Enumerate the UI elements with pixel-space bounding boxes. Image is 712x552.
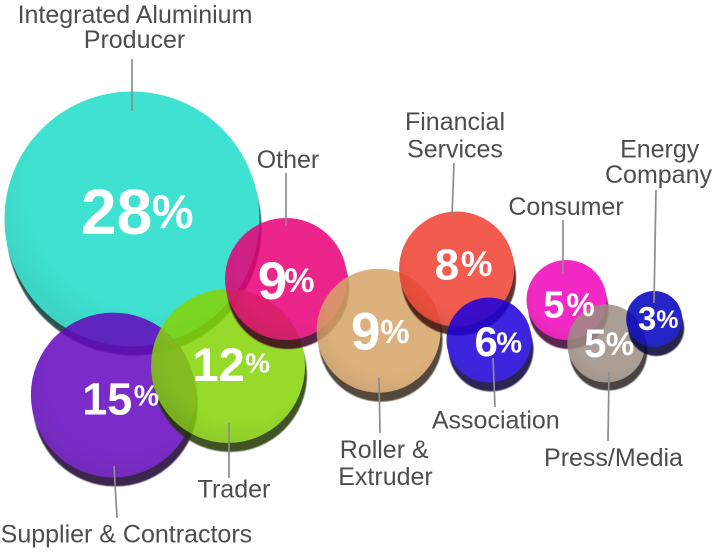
svg-text:%: % xyxy=(152,185,194,238)
svg-text:Consumer: Consumer xyxy=(508,193,623,221)
svg-text:%: % xyxy=(134,381,159,413)
svg-text:%: % xyxy=(380,313,409,350)
svg-text:Financial: Financial xyxy=(405,108,505,136)
svg-text:8: 8 xyxy=(435,241,459,290)
svg-text:Integrated Aluminium: Integrated Aluminium xyxy=(18,1,253,29)
svg-text:Company: Company xyxy=(605,161,712,189)
svg-text:12: 12 xyxy=(192,338,244,391)
svg-text:%: % xyxy=(606,326,634,362)
svg-text:%: % xyxy=(284,262,314,300)
svg-text:%: % xyxy=(461,244,493,284)
svg-text:Energy: Energy xyxy=(620,136,700,164)
svg-text:Trader: Trader xyxy=(198,475,271,503)
svg-text:Roller &: Roller & xyxy=(340,436,429,464)
svg-text:6: 6 xyxy=(475,318,498,365)
svg-text:Association: Association xyxy=(432,407,560,435)
svg-text:9: 9 xyxy=(351,303,380,362)
svg-text:9: 9 xyxy=(258,252,287,311)
svg-text:Other: Other xyxy=(257,146,320,174)
svg-text:%: % xyxy=(566,287,594,323)
svg-text:Press/Media: Press/Media xyxy=(544,444,683,472)
svg-text:5: 5 xyxy=(543,285,564,327)
svg-text:3: 3 xyxy=(638,300,656,337)
svg-text:15: 15 xyxy=(82,373,132,424)
svg-text:Supplier & Contractors: Supplier & Contractors xyxy=(1,521,253,549)
svg-text:%: % xyxy=(656,306,678,334)
svg-text:5: 5 xyxy=(584,322,606,366)
svg-text:Producer: Producer xyxy=(84,26,185,54)
svg-text:%: % xyxy=(496,327,522,359)
svg-text:28: 28 xyxy=(81,176,152,248)
svg-text:Extruder: Extruder xyxy=(338,463,432,491)
svg-text:%: % xyxy=(245,348,270,379)
svg-text:Services: Services xyxy=(407,136,503,164)
